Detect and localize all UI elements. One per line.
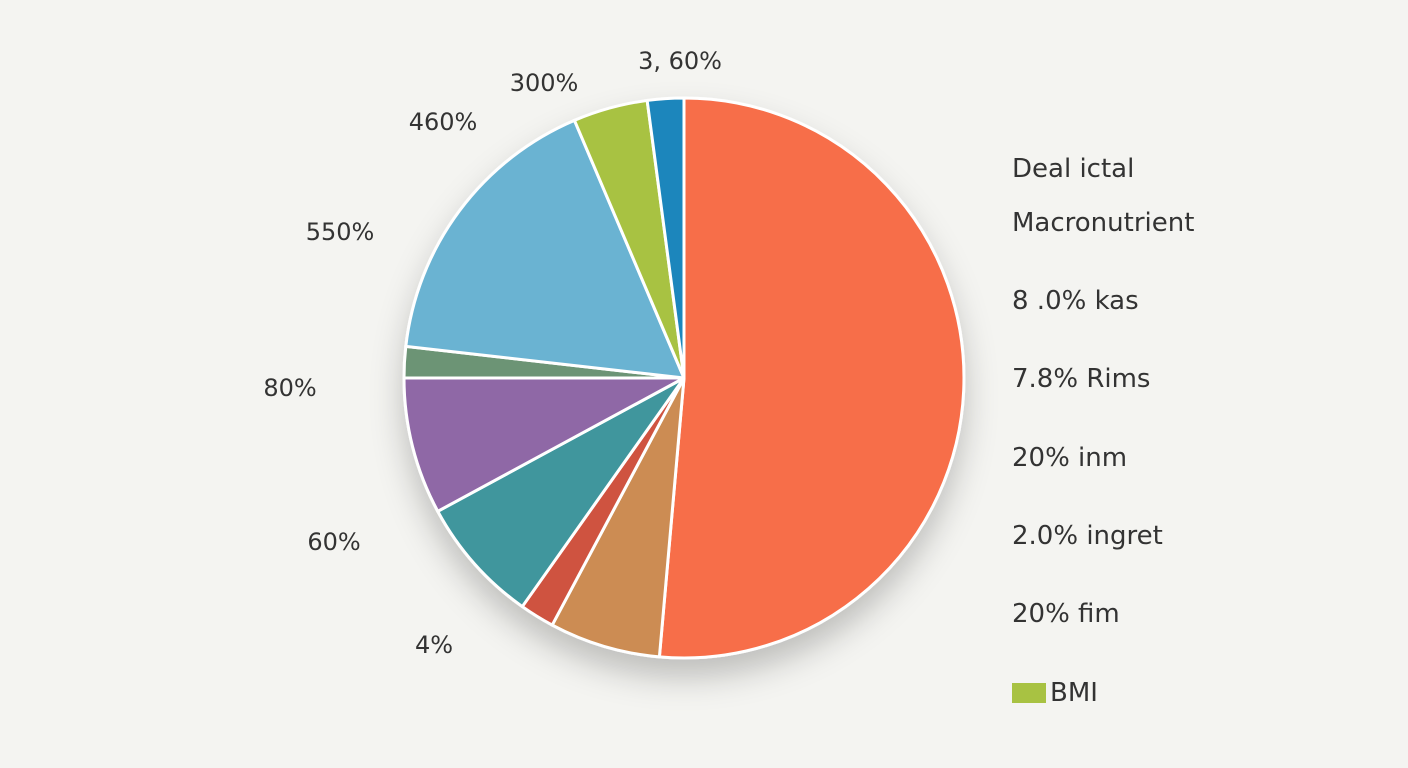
- legend-entry: BMI: [1012, 678, 1098, 708]
- pie-slice-1: [657, 96, 966, 660]
- slice-label-4: 550%: [306, 218, 375, 246]
- slice-label-2: 300%: [510, 69, 579, 97]
- slice-label-7: 4%: [415, 631, 453, 659]
- pie-slice-2: [550, 376, 686, 659]
- pie-slice-9: [645, 96, 686, 380]
- legend-line: 7.8% Rims: [1012, 364, 1151, 394]
- slice-label-6: 60%: [307, 528, 360, 556]
- pie-slices: [402, 96, 966, 660]
- legend-line: 8 .0% kas: [1012, 286, 1139, 316]
- legend-swatch: [1012, 683, 1046, 703]
- legend-line: Macronutrient: [1012, 208, 1195, 238]
- slice-label-1: 3, 60%: [638, 47, 722, 75]
- pie-slice-5: [402, 376, 686, 513]
- slice-labels: 3, 60% 300% 460% 550% 80% 60% 4%: [263, 47, 722, 659]
- legend-line: Deal ictal: [1012, 154, 1135, 184]
- slice-label-3: 460%: [409, 108, 478, 136]
- pie-slice-4: [436, 376, 686, 609]
- legend-line: 20% fim: [1012, 599, 1120, 629]
- legend-line: 20% inm: [1012, 443, 1128, 473]
- legend-entry-label: BMI: [1050, 678, 1098, 708]
- slice-label-5: 80%: [263, 374, 316, 402]
- legend-line: 2.0% ingret: [1012, 521, 1163, 551]
- pie-slice-7: [404, 118, 686, 380]
- legend: Deal ictal Macronutrient 8 .0% kas 7.8% …: [1012, 0, 1392, 768]
